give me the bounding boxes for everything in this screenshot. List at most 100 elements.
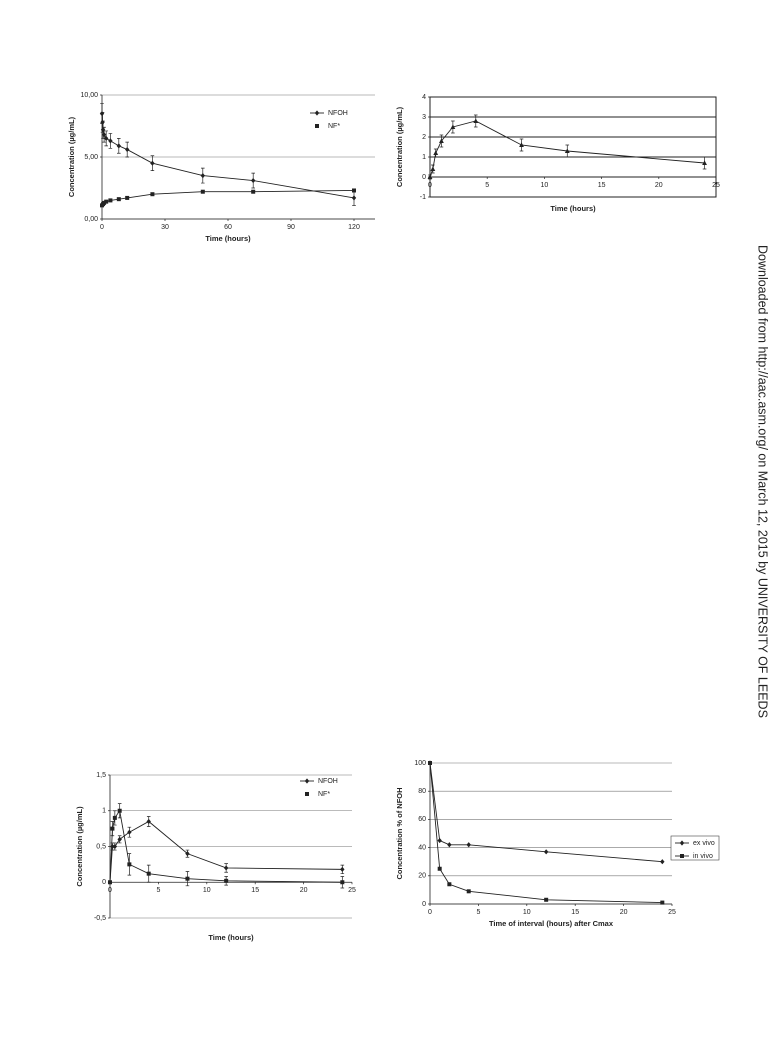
marker — [702, 160, 707, 165]
x-tick-label: 120 — [348, 224, 360, 231]
x-tick-label: 25 — [668, 909, 676, 916]
x-tick-label: 30 — [161, 224, 169, 231]
y-axis-title: Concentration (µg/mL) — [67, 116, 76, 197]
marker — [437, 866, 442, 871]
marker — [251, 177, 256, 184]
series-line — [109, 820, 343, 883]
marker — [101, 132, 107, 138]
y-tick-label: 1 — [102, 808, 106, 815]
marker — [104, 199, 109, 204]
y-axis-title: Concentration % of NFOH — [395, 787, 404, 879]
marker — [127, 862, 132, 867]
y-tick-label: 0,5 — [96, 843, 106, 850]
marker — [104, 135, 109, 141]
x-tick-label: 0 — [428, 909, 432, 916]
marker — [108, 880, 112, 885]
y-tick-label: 0,00 — [84, 216, 98, 223]
x-axis-title: Time (hours) — [208, 933, 254, 942]
watermark: Downloaded from http://aac.asm.org/ on M… — [756, 245, 770, 718]
marker — [150, 192, 155, 197]
legend-marker — [315, 124, 319, 128]
marker — [466, 889, 471, 894]
legend-marker — [305, 792, 309, 796]
x-tick-label: 10 — [541, 182, 549, 189]
marker — [100, 127, 106, 133]
y-tick-label: 80 — [418, 788, 426, 795]
marker — [447, 842, 452, 848]
marker — [450, 124, 456, 129]
legend-label: in vivo — [693, 853, 713, 860]
x-tick-label: 5 — [476, 909, 480, 916]
legend-label: NFOH — [328, 110, 348, 117]
series-line — [101, 190, 355, 206]
y-axis-title: Concentration (µg/mL) — [75, 806, 84, 887]
marker — [660, 859, 665, 865]
plot-frame — [429, 96, 717, 198]
marker — [117, 836, 122, 842]
x-tick-label: 20 — [655, 182, 663, 189]
legend-label: NF* — [318, 791, 330, 798]
y-tick-label: 1,5 — [96, 772, 106, 779]
x-tick-label: 15 — [598, 182, 606, 189]
marker — [352, 188, 356, 193]
x-tick-label: 25 — [348, 887, 356, 894]
y-tick-label: 2 — [422, 134, 426, 141]
marker — [543, 849, 549, 855]
marker — [150, 160, 155, 166]
marker — [519, 142, 524, 147]
marker — [185, 851, 190, 857]
x-axis-title: Time (hours) — [205, 234, 251, 243]
x-tick-label: 20 — [300, 887, 308, 894]
marker — [127, 829, 132, 835]
marker — [439, 138, 444, 143]
marker — [430, 166, 436, 171]
marker — [146, 818, 151, 825]
x-tick-label: 90 — [287, 224, 295, 231]
y-tick-label: 20 — [418, 873, 426, 880]
marker — [116, 197, 121, 202]
marker — [185, 876, 190, 881]
marker — [112, 815, 117, 820]
y-tick-label: -0,5 — [94, 915, 106, 922]
y-tick-label: 0 — [102, 879, 106, 886]
x-tick-label: 5 — [156, 887, 160, 894]
marker — [102, 200, 107, 205]
marker — [433, 150, 439, 155]
marker — [110, 826, 115, 831]
y-tick-label: 10,00 — [80, 92, 98, 99]
legend-marker — [679, 840, 685, 846]
marker — [251, 189, 256, 194]
marker — [108, 198, 113, 203]
y-tick-label: 0 — [422, 901, 426, 908]
x-axis-title: Time (hours) — [550, 204, 596, 213]
marker — [427, 174, 433, 179]
marker — [99, 111, 105, 117]
legend-label: NFOH — [318, 778, 338, 785]
marker — [200, 189, 205, 194]
x-tick-label: 15 — [571, 909, 579, 916]
y-tick-label: 4 — [422, 94, 426, 101]
legend-label: ex vivo — [693, 840, 715, 847]
marker — [437, 837, 442, 844]
marker — [125, 195, 130, 200]
marker — [564, 148, 570, 153]
marker — [351, 195, 357, 201]
marker — [447, 882, 452, 887]
marker — [544, 897, 549, 902]
marker — [660, 900, 665, 905]
y-tick-label: 100 — [414, 760, 426, 767]
marker — [116, 143, 121, 149]
series-line — [429, 762, 663, 904]
marker — [340, 880, 345, 885]
y-tick-label: 3 — [422, 114, 426, 121]
x-tick-label: 10 — [523, 909, 531, 916]
legend-marker — [314, 110, 320, 116]
x-tick-label: 20 — [620, 909, 628, 916]
x-tick-label: 10 — [203, 887, 211, 894]
series-line — [429, 762, 663, 863]
marker — [223, 865, 229, 871]
marker — [428, 761, 432, 765]
y-tick-label: 0 — [422, 174, 426, 181]
y-tick-label: 40 — [418, 844, 426, 851]
